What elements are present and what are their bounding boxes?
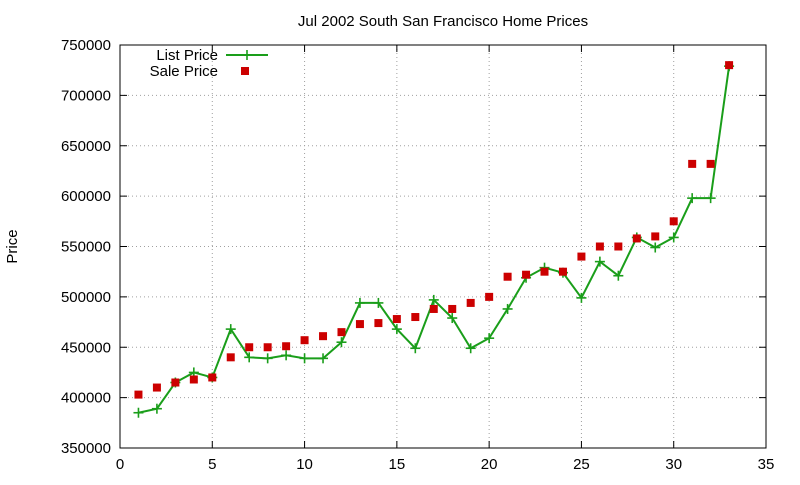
- list-price-point: [299, 353, 310, 364]
- sale-price-point: [337, 328, 346, 337]
- y-tick-label: 500000: [61, 289, 111, 306]
- y-tick-label: 550000: [61, 239, 111, 256]
- x-tick-label: 10: [296, 456, 313, 473]
- x-tick-label: 20: [481, 456, 498, 473]
- sale-price-point: [595, 242, 604, 251]
- sale-price-point: [706, 159, 715, 168]
- sale-price-point: [300, 336, 309, 345]
- sale-price-point: [669, 217, 678, 226]
- sale-price-point: [614, 242, 623, 251]
- sale-price-point: [725, 61, 734, 70]
- y-tick-label: 600000: [61, 188, 111, 205]
- sale-price-point: [558, 267, 567, 276]
- legend-plus-marker: [242, 50, 252, 60]
- list-price-point: [484, 333, 495, 344]
- sale-price-point: [152, 383, 161, 392]
- sale-price-point: [189, 375, 198, 384]
- x-tick-label: 0: [116, 456, 124, 473]
- list-price-point: [281, 350, 292, 361]
- grid-layer: [120, 45, 766, 448]
- list-price-point: [465, 343, 476, 354]
- chart-title: Jul 2002 South San Francisco Home Prices: [298, 13, 588, 30]
- list-price-point: [410, 343, 421, 354]
- sale-price-point: [282, 342, 291, 351]
- y-tick-label: 400000: [61, 390, 111, 407]
- y-tick-label: 750000: [61, 37, 111, 54]
- x-tick-label: 30: [665, 456, 682, 473]
- list-price-point: [594, 256, 605, 267]
- y-tick-label: 700000: [61, 87, 111, 104]
- y-tick-label: 450000: [61, 339, 111, 356]
- series-1: [133, 61, 735, 418]
- sale-price-point: [688, 159, 697, 168]
- list-price-point: [447, 313, 458, 324]
- sale-price-point: [540, 267, 549, 276]
- sale-price-point: [429, 304, 438, 313]
- sale-price-point: [577, 252, 586, 261]
- sale-price-point: [226, 353, 235, 362]
- list-price-point: [613, 270, 624, 281]
- list-price-point: [705, 193, 716, 204]
- list-price-point: [650, 242, 661, 253]
- list-price-point: [668, 232, 679, 243]
- sale-price-point: [651, 232, 660, 241]
- list-price-point: [354, 297, 365, 308]
- y-tick-label: 350000: [61, 440, 111, 457]
- data-layer: [133, 61, 735, 418]
- list-price-point: [225, 324, 236, 335]
- sale-price-point: [392, 315, 401, 324]
- list-price-point: [373, 297, 384, 308]
- list-price-point: [576, 292, 587, 303]
- tick-layer: 0 5 10 15 20 25 30 35 350000 400000 450000 500000 55…: [61, 37, 774, 473]
- sale-price-point: [355, 320, 364, 329]
- list-price-point: [336, 337, 347, 348]
- sale-price-point: [134, 390, 143, 399]
- x-tick-label: 35: [758, 456, 775, 473]
- sale-price-point: [485, 292, 494, 301]
- sale-price-point: [245, 343, 254, 352]
- sale-price-point: [632, 234, 641, 243]
- list-price-point: [687, 193, 698, 204]
- sale-price-point: [374, 319, 383, 328]
- sale-price-point: [263, 343, 272, 352]
- list-price-point: [428, 294, 439, 305]
- sale-price-point: [411, 313, 420, 322]
- list-price-point: [391, 324, 402, 335]
- list-price-point: [262, 353, 273, 364]
- list-price-point: [502, 303, 513, 314]
- legend-label: List Price: [156, 47, 218, 64]
- sale-price-point: [466, 298, 475, 307]
- sale-price-point: [208, 373, 217, 382]
- series-2: [134, 61, 734, 399]
- list-price-point: [151, 403, 162, 414]
- sale-price-point: [171, 378, 180, 387]
- sale-price-point: [503, 272, 512, 281]
- y-axis-title: Price: [4, 229, 21, 263]
- legend-square-marker: [241, 67, 249, 75]
- sale-price-point: [448, 304, 457, 313]
- sale-price-point: [319, 332, 328, 341]
- list-price-point: [244, 352, 255, 363]
- x-tick-label: 25: [573, 456, 590, 473]
- x-tick-label: 15: [389, 456, 406, 473]
- list-price-point: [133, 407, 144, 418]
- list-price-point: [318, 353, 329, 364]
- sale-price-point: [522, 270, 531, 279]
- x-tick-label: 5: [208, 456, 216, 473]
- y-tick-label: 650000: [61, 138, 111, 155]
- legend-label: Sale Price: [150, 63, 218, 80]
